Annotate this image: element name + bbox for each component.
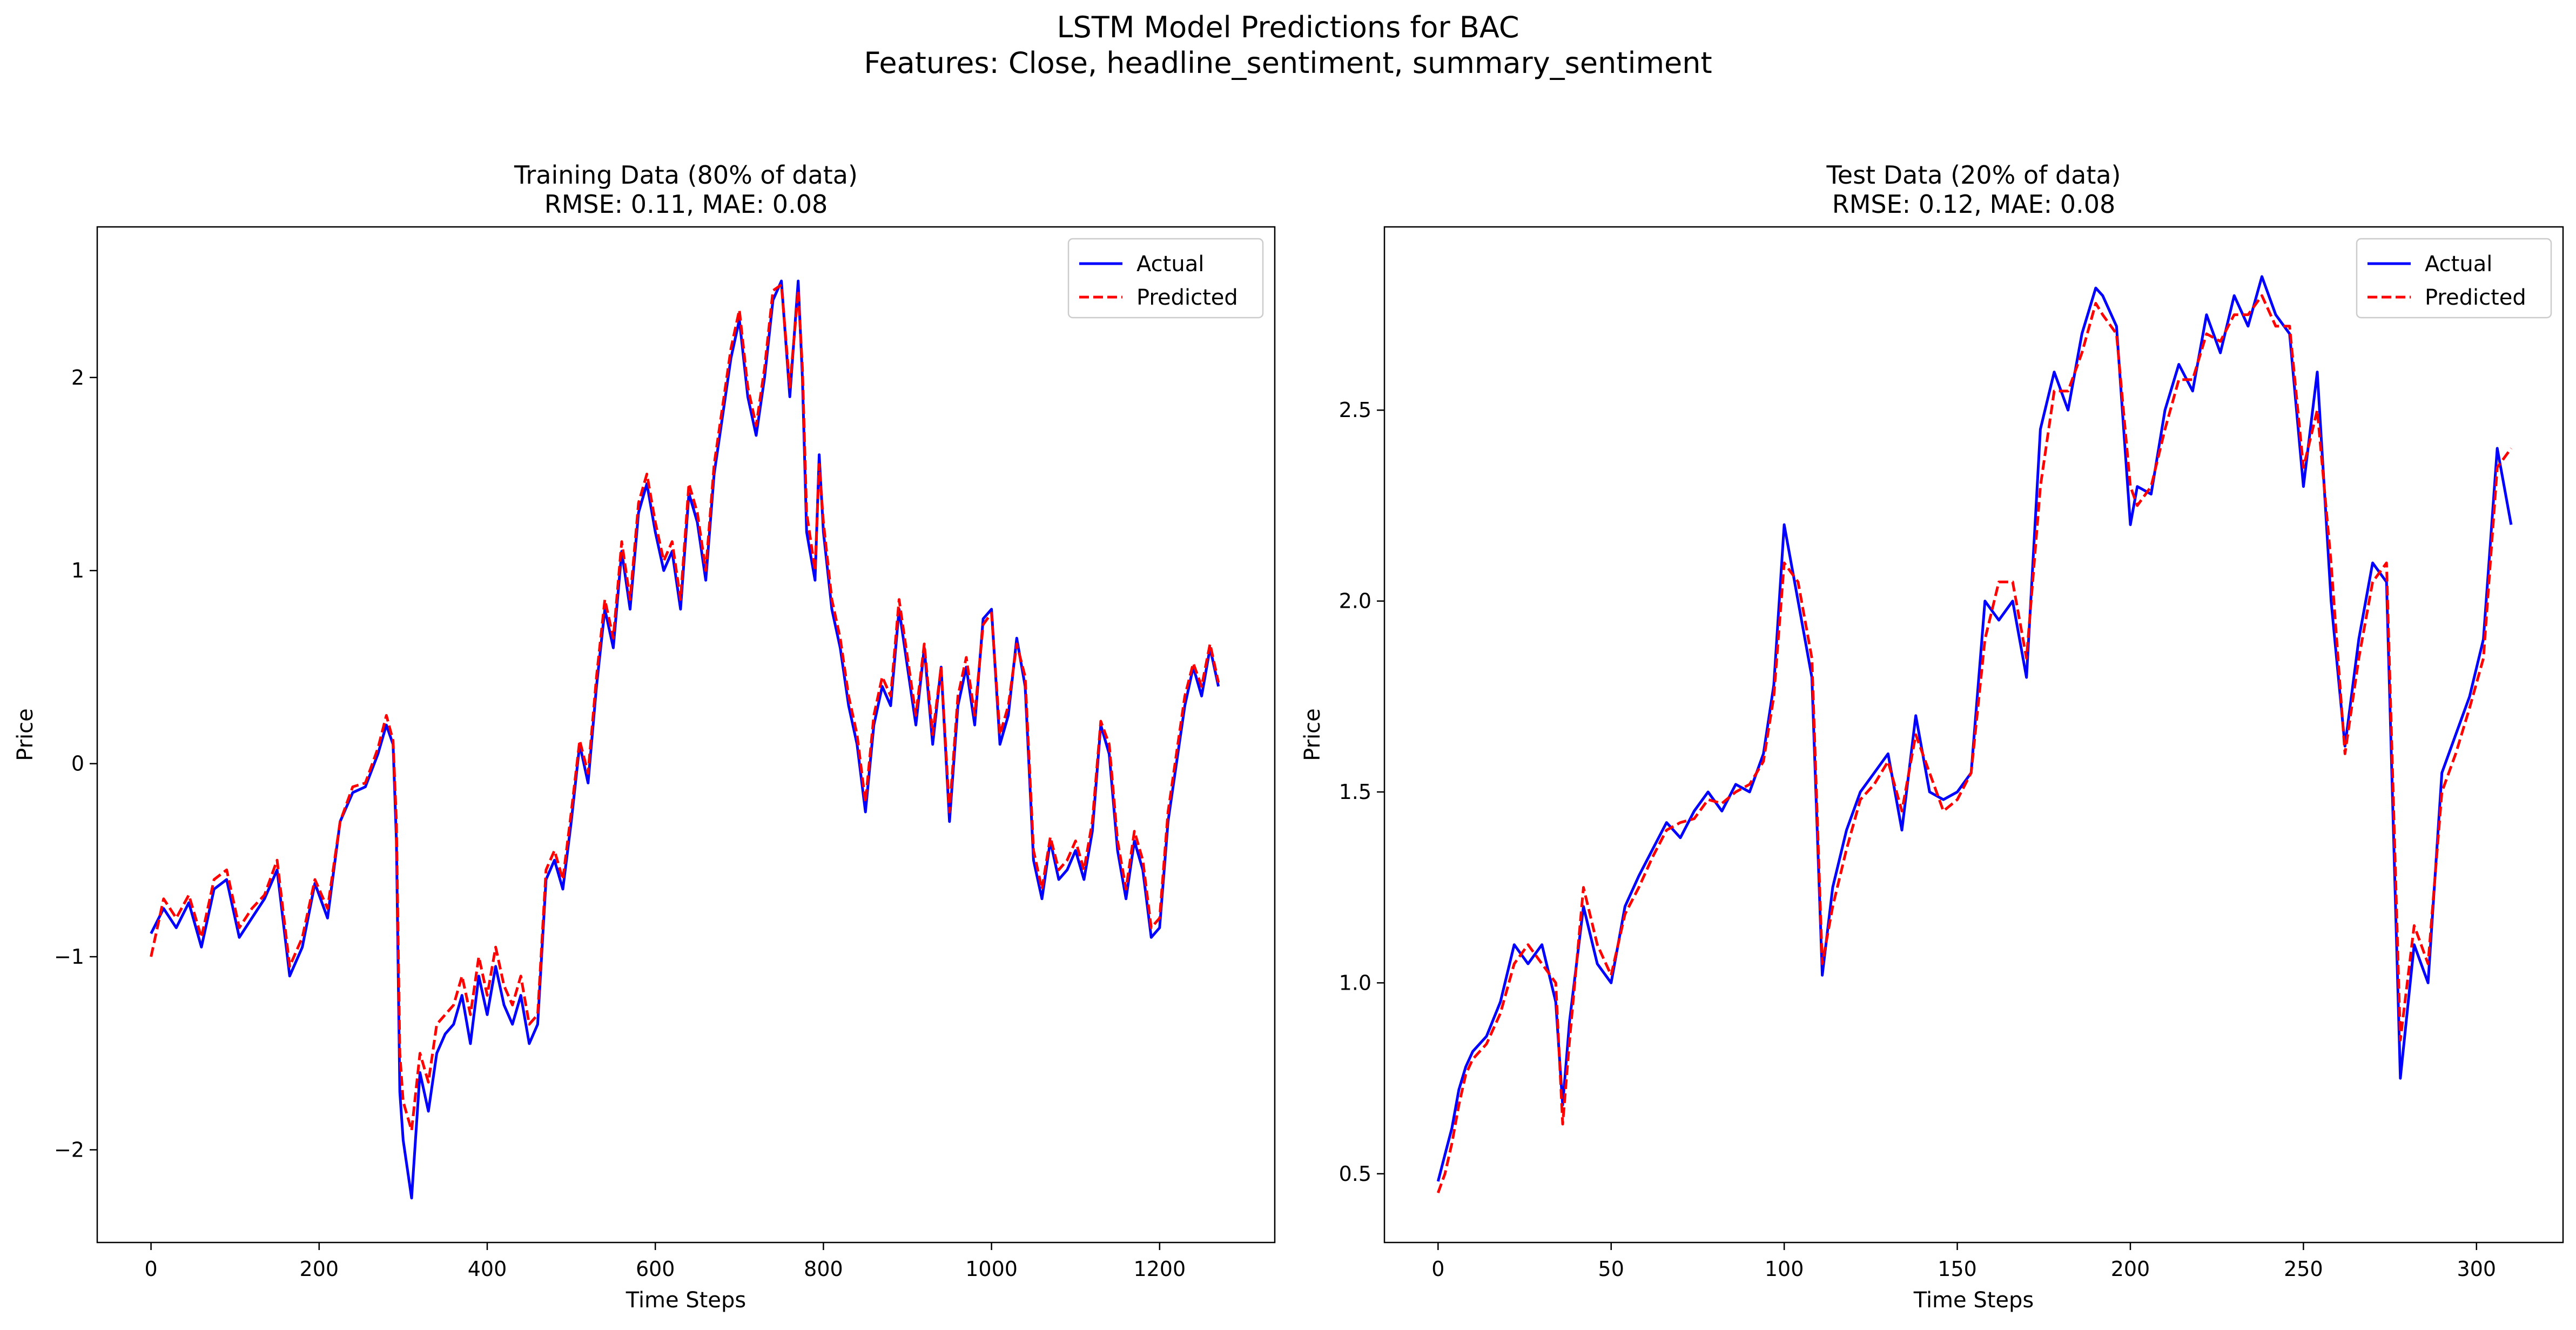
train-legend-label-actual: Actual: [1136, 252, 1204, 277]
train-ylabel: Price: [13, 708, 38, 761]
test-ytick-label: 2.5: [1339, 398, 1371, 422]
figure-suptitle: LSTM Model Predictions for BAC Features:…: [0, 10, 2576, 81]
train-xtick-label: 0: [144, 1257, 157, 1281]
test-xtick-label: 200: [2111, 1257, 2150, 1281]
test-xtick-label: 100: [1765, 1257, 1804, 1281]
train-ytick-label: −2: [54, 1138, 84, 1161]
test-legend-label-predicted: Predicted: [2425, 285, 2526, 310]
train-xtick-label: 400: [468, 1257, 507, 1281]
train-series-actual-line: [150, 279, 1220, 1200]
test-subtitle: RMSE: 0.12, MAE: 0.08: [1832, 190, 2115, 219]
train-xtick-label: 1200: [1133, 1257, 1186, 1281]
train-xtick-label: 1000: [965, 1257, 1018, 1281]
train-xtick-label: 600: [636, 1257, 675, 1281]
test-xtick-label: 300: [2457, 1257, 2497, 1281]
train-legend-label-predicted: Predicted: [1136, 285, 1238, 310]
test-ytick-label: 0.5: [1339, 1162, 1371, 1186]
train-xlabel: Time Steps: [625, 1288, 746, 1313]
training-chart: Training Data (80% of data)RMSE: 0.11, M…: [13, 160, 1276, 1313]
train-subtitle: RMSE: 0.11, MAE: 0.08: [544, 190, 828, 219]
train-axes-frame: [96, 226, 1276, 1244]
train-ytick-label: −1: [54, 945, 84, 969]
test-xtick-label: 150: [1938, 1257, 1977, 1281]
figure-suptitle-line1: LSTM Model Predictions for BAC: [1057, 10, 1519, 44]
test-ylabel: Price: [1300, 708, 1325, 761]
test-xtick-label: 250: [2284, 1257, 2323, 1281]
train-xtick-label: 200: [300, 1257, 339, 1281]
train-ytick-label: 0: [71, 752, 84, 776]
test-xtick-label: 50: [1598, 1257, 1624, 1281]
train-title: Training Data (80% of data): [514, 160, 858, 190]
test-chart: Test Data (20% of data)RMSE: 0.12, MAE: …: [1300, 160, 2564, 1313]
train-ytick-label: 1: [71, 559, 84, 582]
test-ytick-label: 1.0: [1339, 971, 1371, 995]
figure-suptitle-line2: Features: Close, headline_sentiment, sum…: [864, 46, 1712, 80]
test-ytick-label: 1.5: [1339, 780, 1371, 804]
test-xlabel: Time Steps: [1913, 1288, 2034, 1313]
train-series-predicted-line: [150, 283, 1220, 1132]
test-series-predicted-line: [1436, 294, 2512, 1193]
test-title: Test Data (20% of data): [1826, 160, 2121, 190]
train-ytick-label: 2: [71, 366, 84, 389]
test-ytick-label: 2.0: [1339, 589, 1371, 613]
train-xtick-label: 800: [804, 1257, 843, 1281]
test-xtick-label: 0: [1431, 1257, 1444, 1281]
test-axes-frame: [1383, 226, 2564, 1244]
test-legend-label-actual: Actual: [2425, 252, 2492, 277]
